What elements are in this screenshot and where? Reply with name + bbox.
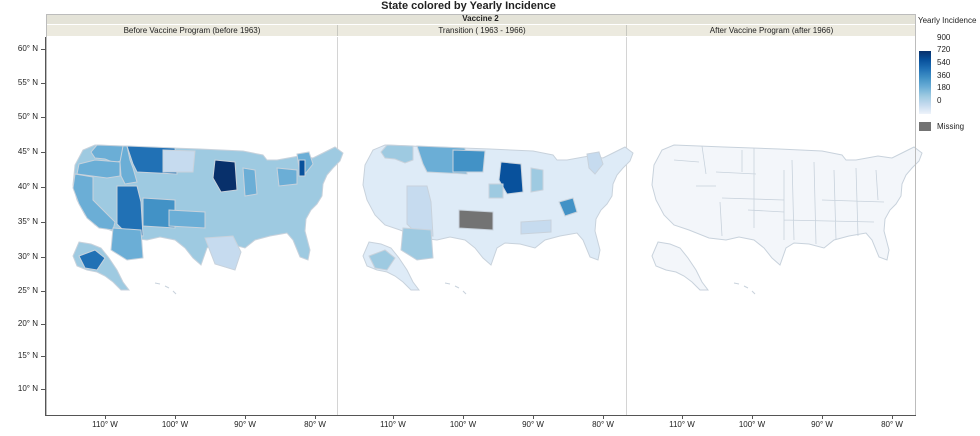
legend-label: 360 — [937, 71, 951, 80]
y-tick-label: 10° N — [17, 384, 38, 393]
y-tick-mark — [41, 117, 45, 118]
y-tick-label: 50° N — [17, 112, 38, 121]
state-tennessee — [520, 219, 552, 235]
x-tick-label: 80° W — [881, 420, 903, 429]
legend-title: Yearly Incidence — [918, 16, 977, 25]
state-new-england — [586, 151, 604, 175]
legend-label: 0 — [937, 96, 942, 105]
state-iowa — [488, 183, 504, 199]
x-tick-label: 90° W — [522, 420, 544, 429]
y-tick-label: 30° N — [17, 252, 38, 261]
y-tick-mark — [41, 49, 45, 50]
state-north-dakota — [162, 149, 196, 173]
y-tick-mark — [41, 152, 45, 153]
state-kansas-missing — [458, 209, 494, 231]
x-tick-mark — [315, 416, 316, 419]
y-tick-label: 45° N — [17, 147, 38, 156]
y-tick-mark — [41, 257, 45, 258]
y-tick-label: 40° N — [17, 182, 38, 191]
state-north-dakota — [452, 149, 486, 173]
state-arizona — [400, 227, 434, 261]
state-arizona — [110, 227, 144, 261]
state-borders — [673, 145, 885, 245]
y-tick-mark — [41, 356, 45, 357]
y-tick-label: 60° N — [17, 44, 38, 53]
x-tick-mark — [822, 416, 823, 419]
x-tick-mark — [603, 416, 604, 419]
us-states-base — [651, 144, 923, 295]
state-alaska — [78, 249, 106, 271]
x-tick-mark — [752, 416, 753, 419]
y-tick-label: 15° N — [17, 351, 38, 360]
x-tick-label: 110° W — [669, 420, 695, 429]
x-tick-mark — [682, 416, 683, 419]
x-tick-mark — [105, 416, 106, 419]
x-tick-label: 110° W — [380, 420, 406, 429]
x-tick-label: 80° W — [592, 420, 614, 429]
y-tick-mark — [41, 83, 45, 84]
chart-title: State colored by Yearly Incidence — [381, 0, 556, 12]
map-transition — [362, 144, 634, 295]
x-tick-mark — [393, 416, 394, 419]
y-tick-mark — [41, 222, 45, 223]
state-michigan — [530, 167, 544, 193]
x-axis-line — [45, 415, 916, 416]
state-california — [72, 173, 116, 231]
legend-label: 900 — [937, 33, 951, 42]
x-tick-label: 90° W — [811, 420, 833, 429]
y-tick-label: 55° N — [17, 78, 38, 87]
y-tick-mark — [41, 291, 45, 292]
state-idaho — [119, 145, 138, 185]
map-after — [651, 144, 923, 295]
x-tick-label: 100° W — [449, 420, 477, 429]
y-tick-label: 20° N — [17, 319, 38, 328]
legend-missing-swatch — [919, 122, 931, 131]
state-wisconsin — [212, 159, 238, 193]
x-tick-mark — [463, 416, 464, 419]
state-utah — [406, 185, 434, 237]
x-tick-mark — [533, 416, 534, 419]
y-tick-label: 25° N — [17, 286, 38, 295]
x-tick-mark — [245, 416, 246, 419]
x-tick-mark — [175, 416, 176, 419]
map-before — [72, 144, 344, 295]
legend-label: 540 — [937, 58, 951, 67]
x-tick-label: 80° W — [304, 420, 326, 429]
state-west-virginia — [558, 197, 578, 217]
legend-label: 180 — [937, 83, 951, 92]
state-new-york — [276, 167, 298, 187]
y-axis-line — [45, 37, 46, 416]
panel-header-after: After Vaccine Program (after 1966) — [626, 25, 916, 36]
legend-missing-label: Missing — [937, 122, 965, 131]
state-michigan — [242, 167, 258, 197]
y-tick-mark — [41, 187, 45, 188]
x-tick-label: 110° W — [92, 420, 118, 429]
group-header: Vaccine 2 — [46, 14, 915, 24]
state-alaska — [368, 249, 396, 271]
state-wisconsin — [498, 161, 524, 195]
legend-color-bar — [919, 51, 931, 114]
x-tick-mark — [892, 416, 893, 419]
y-tick-label: 35° N — [17, 217, 38, 226]
state-vermont — [298, 159, 306, 177]
panel-header-transition: Transition ( 1963 - 1966) — [337, 25, 626, 36]
state-colorado — [142, 197, 176, 229]
x-tick-label: 100° W — [738, 420, 766, 429]
state-washington — [380, 144, 414, 164]
state-south-central — [204, 235, 242, 271]
y-tick-mark — [41, 389, 45, 390]
state-utah — [116, 185, 144, 237]
state-kansas — [168, 209, 206, 229]
x-tick-label: 100° W — [161, 420, 189, 429]
x-tick-label: 90° W — [234, 420, 256, 429]
legend-label: 720 — [937, 45, 951, 54]
y-tick-mark — [41, 324, 45, 325]
